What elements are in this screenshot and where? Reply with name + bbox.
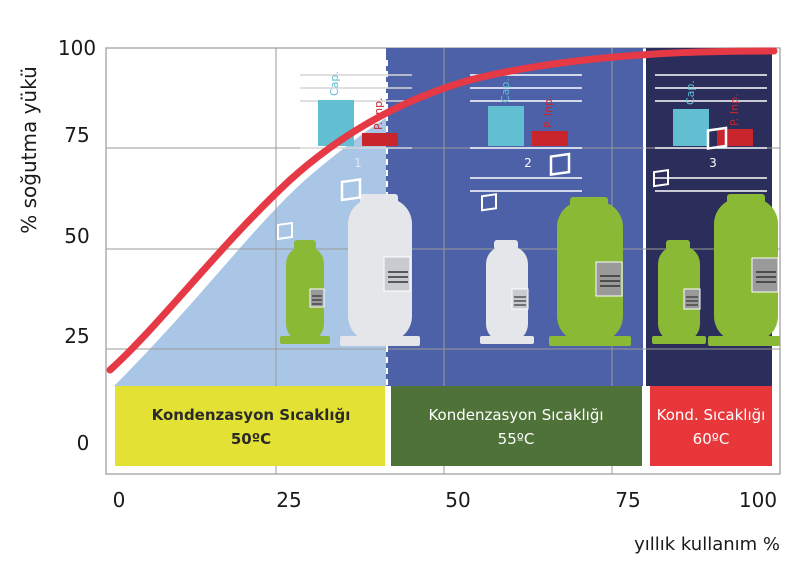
zone-number-2: 2 (524, 156, 532, 170)
compressor-large-green-3 (706, 126, 780, 346)
band-3-temperature: 60ºC (693, 430, 730, 448)
condensing-temp-band-1 (115, 386, 385, 466)
pinp-label-2: P. Inp. (542, 95, 555, 128)
x-tick-100: 100 (739, 488, 777, 512)
band-2-temperature: 55ºC (498, 430, 535, 448)
band-2-label: Kondenzasyon Sıcaklığı (428, 406, 603, 424)
compressor-large-green-2 (549, 152, 631, 346)
capacity-bar-3 (673, 109, 709, 146)
zone-separators (386, 55, 646, 470)
zone-number-3: 3 (709, 156, 717, 170)
power-input-bar-1 (362, 133, 398, 146)
power-input-bar-2 (532, 131, 568, 146)
zone-number-1: 1 (354, 156, 362, 170)
pinp-label-3: P. Inp. (728, 93, 741, 126)
cap-label-3: Cap. (684, 80, 697, 105)
x-tick-50: 50 (445, 488, 470, 512)
cap-label-1: Cap. (328, 71, 341, 96)
band-1-label: Kondenzasyon Sıcaklığı (152, 406, 351, 424)
y-tick-50: 50 (64, 224, 89, 248)
power-input-bar-3 (717, 129, 753, 146)
cooling-load-curve (106, 47, 778, 374)
mini-bar-panel-1: Cap. P. Inp. 1 (300, 71, 412, 170)
compressor-small-green-3 (652, 168, 706, 344)
band-1-temperature: 50ºC (231, 430, 271, 448)
x-tick-0: 0 (113, 488, 126, 512)
compressor-small-green-1 (277, 221, 330, 344)
y-tick-100: 100 (58, 36, 96, 60)
y-tick-0: 0 (77, 431, 90, 455)
band-3-label: Kond. Sıcaklığı (657, 406, 766, 424)
compressor-large-white-1 (340, 177, 420, 346)
y-tick-25: 25 (64, 324, 89, 348)
condensing-temp-band-3 (650, 386, 772, 466)
mini-bar-panel-2: Cap. P. Inp. 2 (470, 74, 582, 192)
condensing-temp-band-2 (391, 386, 642, 466)
y-tick-75: 75 (64, 123, 89, 147)
x-axis-title: yıllık kullanım % (634, 534, 780, 555)
y-axis-title: % soğutma yükü (17, 66, 41, 233)
x-tick-75: 75 (615, 488, 640, 512)
capacity-bar-2 (488, 106, 524, 146)
cap-label-2: Cap. (499, 78, 512, 103)
x-tick-25: 25 (276, 488, 301, 512)
compressor-small-white-2 (480, 193, 534, 344)
